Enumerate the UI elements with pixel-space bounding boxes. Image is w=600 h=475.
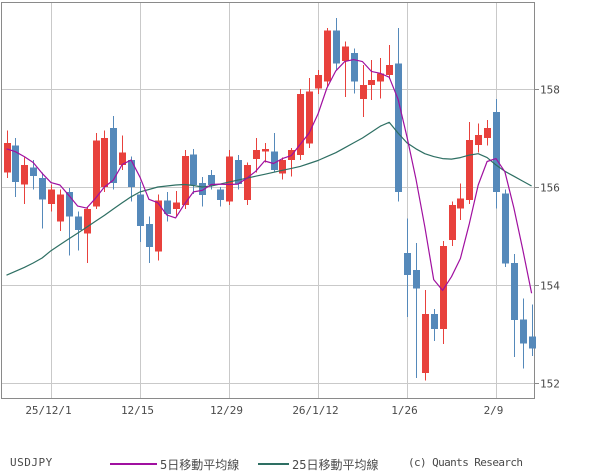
- candlestick: [21, 164, 28, 185]
- candlestick: [306, 91, 313, 144]
- candlestick: [386, 64, 393, 75]
- legend-ma25-label: 25日移動平均線: [292, 458, 379, 472]
- candlestick: [84, 209, 91, 234]
- candlestick: [360, 85, 367, 99]
- candlestick: [457, 198, 464, 209]
- candlestick: [262, 148, 269, 152]
- y-tick-label: 158: [540, 84, 560, 97]
- candlestick: [271, 151, 278, 170]
- legend-ma5-label: 5日移動平均線: [160, 458, 240, 472]
- candlestick: [48, 189, 55, 205]
- candlestick: [119, 152, 126, 165]
- candlestick: [502, 193, 509, 264]
- copyright-label: (c) Quants Research: [408, 456, 523, 469]
- chart-footer: USDJPY 5日移動平均線 25日移動平均線 (c) Quants Resea…: [0, 452, 600, 475]
- x-tick-label: 12/15: [121, 404, 154, 417]
- candlestick: [511, 262, 518, 320]
- candlestick: [484, 128, 491, 138]
- x-tick-label: 2/9: [484, 404, 504, 417]
- candlesticks: [4, 17, 536, 381]
- candlestick: [395, 63, 402, 192]
- pair-label: USDJPY: [10, 456, 53, 469]
- candlestick: [182, 156, 189, 206]
- candlestick: [30, 167, 37, 177]
- candlestick: [208, 175, 215, 186]
- candlestick: [342, 46, 349, 62]
- candlestick: [440, 245, 447, 330]
- candlestick: [279, 160, 286, 174]
- legend-ma5: 5日移動平均線: [110, 452, 240, 472]
- candlestick: [368, 80, 375, 86]
- plot-border: [1, 2, 535, 399]
- candlestick: [466, 139, 473, 201]
- candlestick: [146, 223, 153, 247]
- x-tick-label: 25/12/1: [25, 404, 71, 417]
- candlestick: [404, 253, 411, 276]
- candlestick: [226, 156, 233, 202]
- candlestick: [351, 53, 358, 82]
- ma25-line-swatch-icon: [258, 463, 289, 465]
- legend-ma25: 25日移動平均線: [258, 452, 398, 472]
- candlestick: [324, 30, 331, 82]
- y-tick-label: 156: [540, 182, 560, 195]
- candlestick: [297, 93, 304, 156]
- x-tick-label: 26/1/12: [292, 404, 338, 417]
- candlestick: [529, 336, 536, 349]
- x-tick-label: 12/29: [210, 404, 243, 417]
- candlestick: [57, 194, 64, 222]
- candlestick: [217, 189, 224, 201]
- candlestick: [253, 149, 260, 160]
- candlestick: [413, 269, 420, 289]
- candlestick: [75, 216, 82, 231]
- candlestick: [101, 138, 108, 187]
- candlestick: [520, 319, 527, 344]
- candlestick: [155, 200, 162, 252]
- candlestick: [190, 154, 197, 186]
- candlestick: [93, 140, 100, 207]
- candlestick: [12, 145, 19, 183]
- ma5-line-swatch-icon: [110, 463, 157, 465]
- candlestick: [4, 142, 11, 173]
- y-tick-label: 152: [540, 378, 560, 391]
- candlestick: [475, 135, 482, 145]
- candlestick: [164, 200, 171, 214]
- candlestick: [449, 205, 456, 240]
- candlestick: [137, 194, 144, 227]
- y-tick-label: 154: [540, 280, 560, 293]
- candlestick: [128, 160, 135, 187]
- candlestick: [110, 128, 117, 184]
- candlestick: [422, 313, 429, 374]
- candlestick: [244, 164, 251, 201]
- candlestick: [493, 112, 500, 192]
- candlestick: [235, 160, 242, 185]
- candlestick: [431, 313, 438, 330]
- x-tick-label: 1/26: [391, 404, 418, 417]
- candlestick: [39, 178, 46, 200]
- candlestick: [315, 74, 322, 89]
- candlestick: [377, 73, 384, 82]
- candlestick: [66, 191, 73, 217]
- candlestick: [199, 183, 206, 195]
- ma25-line: [6, 121, 532, 276]
- candlestick: [173, 202, 180, 210]
- candlestick: [333, 30, 340, 64]
- ma5-line: [6, 58, 533, 294]
